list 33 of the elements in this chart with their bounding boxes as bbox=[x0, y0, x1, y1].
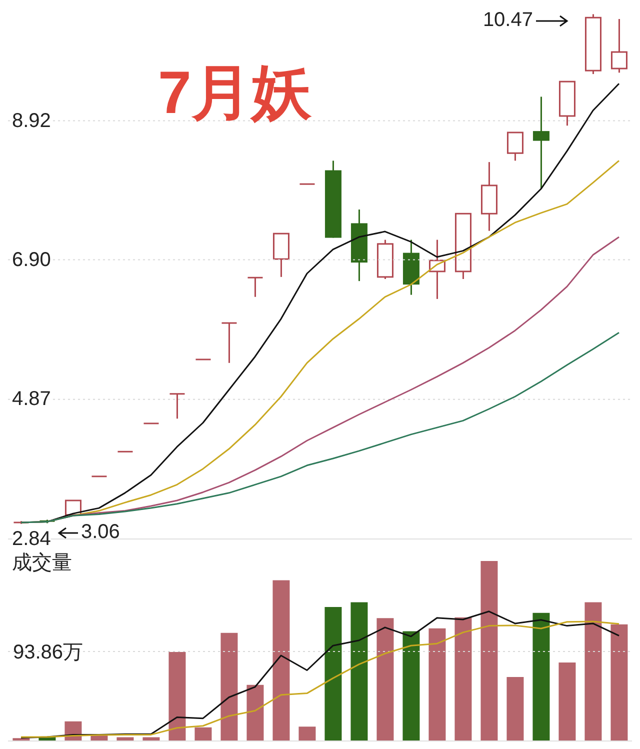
bar bbox=[532, 612, 550, 741]
candlestick bbox=[532, 96, 550, 190]
candlestick bbox=[506, 132, 524, 162]
bar bbox=[584, 602, 602, 741]
bar bbox=[480, 561, 498, 741]
bar bbox=[350, 602, 368, 741]
bar bbox=[376, 618, 394, 741]
bar bbox=[168, 652, 186, 741]
bar bbox=[272, 580, 290, 741]
bar bbox=[428, 628, 446, 741]
chart-title: 成交量 bbox=[12, 551, 72, 576]
bar bbox=[220, 632, 238, 741]
annotation: 10.47 bbox=[482, 9, 533, 32]
bar bbox=[194, 727, 212, 741]
bar bbox=[610, 624, 628, 741]
bar bbox=[324, 606, 342, 741]
text: 7月妖 bbox=[158, 58, 312, 128]
candlestick bbox=[220, 322, 238, 364]
candlestick bbox=[246, 276, 264, 298]
y-tick-label: 4.87 bbox=[12, 387, 51, 412]
bar bbox=[298, 726, 316, 741]
bar bbox=[558, 662, 576, 741]
y-tick-label: 2.84 bbox=[12, 527, 51, 551]
bar bbox=[246, 684, 264, 741]
y-tick-label: 6.90 bbox=[12, 248, 51, 272]
candlestick bbox=[168, 393, 186, 420]
ref-line-label: 93.86万 bbox=[13, 642, 84, 664]
y-tick-label: 8.92 bbox=[12, 108, 51, 133]
bar bbox=[454, 617, 472, 741]
candlestick bbox=[610, 18, 628, 74]
bar bbox=[506, 676, 524, 741]
bar bbox=[402, 631, 420, 741]
annotation: 3.06 bbox=[81, 521, 121, 544]
